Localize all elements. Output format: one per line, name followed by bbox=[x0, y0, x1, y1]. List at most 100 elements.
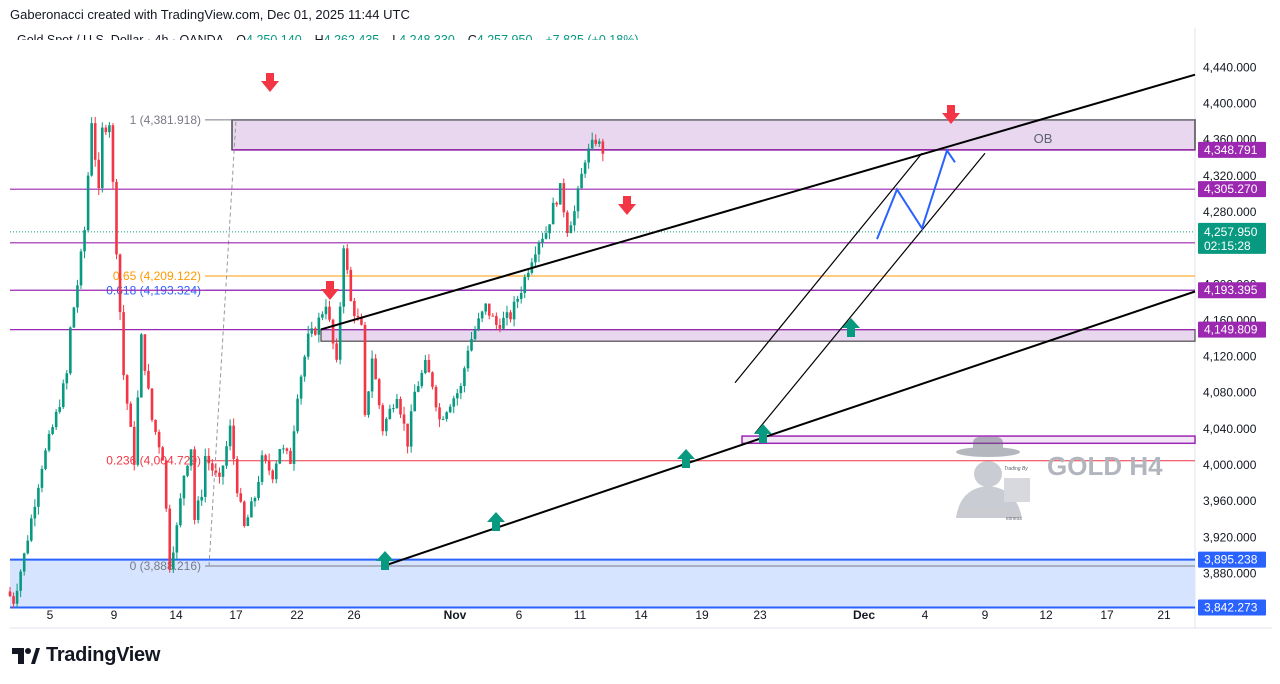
down-arrow-icon-1 bbox=[321, 281, 339, 300]
candle-body bbox=[328, 306, 331, 320]
time-tick-label: 17 bbox=[229, 608, 243, 622]
price-tick-label: 4,120.000 bbox=[1203, 350, 1257, 364]
price-tick-label: 4,400.000 bbox=[1203, 97, 1257, 111]
candle-body bbox=[33, 506, 37, 519]
candle-body bbox=[548, 224, 551, 234]
candle-body bbox=[509, 312, 512, 320]
fib-trend-line bbox=[208, 119, 237, 567]
candle-body bbox=[505, 312, 509, 318]
candle-body bbox=[257, 481, 260, 499]
candle-body bbox=[47, 433, 51, 451]
candle-body bbox=[541, 238, 544, 243]
candle-body bbox=[314, 328, 317, 335]
price-tick-label: 4,040.000 bbox=[1203, 422, 1257, 436]
candle-body bbox=[392, 408, 395, 410]
candle-body bbox=[583, 162, 587, 174]
down-arrow-icon-0 bbox=[261, 73, 279, 92]
tradingview-logo[interactable]: TradingView bbox=[10, 644, 160, 667]
up-arrow-icon-0 bbox=[376, 551, 394, 570]
candle-body bbox=[278, 449, 282, 464]
candle-body bbox=[250, 501, 253, 518]
candle-body bbox=[555, 202, 558, 205]
projection-path bbox=[876, 148, 956, 240]
candle-body bbox=[83, 230, 86, 252]
down-arrow-icon-3 bbox=[942, 105, 960, 124]
candle-body bbox=[445, 412, 448, 419]
ob-zone-label: OB bbox=[1034, 131, 1053, 146]
candle-body bbox=[590, 139, 594, 149]
candle-body bbox=[196, 500, 200, 520]
candle-body bbox=[264, 455, 267, 461]
fib-label-0: 1 (4,381.918) bbox=[130, 113, 201, 127]
fib-label-1: 0.65 (4,209.122) bbox=[113, 269, 201, 283]
candle-body bbox=[118, 254, 122, 313]
price-badges-layer: 4,348.7914,305.2704,245.9174,193.3954,14… bbox=[1198, 141, 1266, 616]
candle-body bbox=[416, 386, 420, 392]
candle-body bbox=[338, 306, 342, 360]
candle-body bbox=[299, 376, 303, 399]
candle-body bbox=[225, 446, 228, 466]
candle-body bbox=[498, 324, 502, 329]
price-badge-6 bbox=[1198, 599, 1266, 616]
candle-body bbox=[452, 398, 456, 407]
tradingview-logo-icon bbox=[12, 647, 40, 664]
candle-body bbox=[388, 408, 392, 419]
candle-body bbox=[345, 248, 349, 270]
candle-body bbox=[363, 324, 367, 415]
levels-layer bbox=[10, 188, 1195, 331]
price-axis[interactable]: 3,880.000 3,920.000 3,960.000 4,000.000 4,04… bbox=[1203, 60, 1257, 580]
price-badge-text-0: 4,348.791 bbox=[1204, 143, 1258, 157]
price-badge-1 bbox=[1198, 181, 1266, 198]
candle-body bbox=[125, 375, 129, 404]
candle-body bbox=[172, 552, 175, 570]
price-badge-3 bbox=[1198, 282, 1266, 299]
candle-body bbox=[207, 455, 211, 464]
candle-body bbox=[154, 419, 157, 432]
candle-body bbox=[189, 449, 193, 466]
watermark-small-bottom: exness bbox=[1006, 516, 1022, 522]
price-badge-text-6: 3,842.273 bbox=[1204, 600, 1258, 614]
candle-body bbox=[243, 501, 246, 526]
time-tick-label: 19 bbox=[695, 608, 709, 622]
candle-body bbox=[356, 315, 360, 318]
candle-body bbox=[558, 183, 562, 205]
candle-body bbox=[601, 141, 605, 154]
candle-body bbox=[140, 334, 143, 398]
last-price-badge bbox=[1198, 222, 1266, 254]
candle-body bbox=[37, 487, 40, 507]
candle-body bbox=[108, 125, 111, 133]
candle-body bbox=[342, 248, 345, 307]
candle-body bbox=[448, 406, 452, 413]
candle-body bbox=[12, 596, 15, 604]
candle-body bbox=[349, 269, 353, 301]
candle-body bbox=[193, 449, 196, 520]
time-tick-label: 26 bbox=[347, 608, 361, 622]
channel-lower bbox=[754, 152, 986, 434]
lower-trendline bbox=[382, 290, 1196, 568]
candle-body bbox=[306, 333, 310, 357]
candle-body bbox=[232, 425, 235, 459]
candle-body bbox=[72, 307, 76, 328]
candle-body bbox=[97, 159, 101, 189]
time-axis[interactable]: 5 9 14 17 22 26 Nov 6 11 14 19 23 Dec 4 9 12 17 21 bbox=[47, 608, 1171, 622]
candle-body bbox=[296, 398, 299, 432]
candle-body bbox=[101, 127, 104, 189]
candle-body bbox=[427, 359, 431, 373]
time-tick-label: 22 bbox=[290, 608, 304, 622]
candle-body bbox=[431, 372, 434, 387]
candle-body bbox=[175, 525, 179, 553]
time-tick-label: 9 bbox=[982, 608, 989, 622]
candle-body bbox=[44, 450, 47, 469]
candle-body bbox=[289, 450, 292, 464]
candle-body bbox=[157, 431, 161, 448]
price-tick-label: 3,960.000 bbox=[1203, 494, 1257, 508]
candle-body bbox=[168, 508, 172, 570]
price-tick-label: 3,920.000 bbox=[1203, 530, 1257, 544]
candle-body bbox=[441, 418, 445, 420]
candle-body bbox=[40, 468, 44, 488]
candle-body bbox=[54, 411, 58, 428]
candle-body bbox=[239, 493, 243, 502]
price-badge-text-3: 4,193.395 bbox=[1204, 283, 1258, 297]
countdown-text: 02:15:28 bbox=[1204, 239, 1251, 253]
